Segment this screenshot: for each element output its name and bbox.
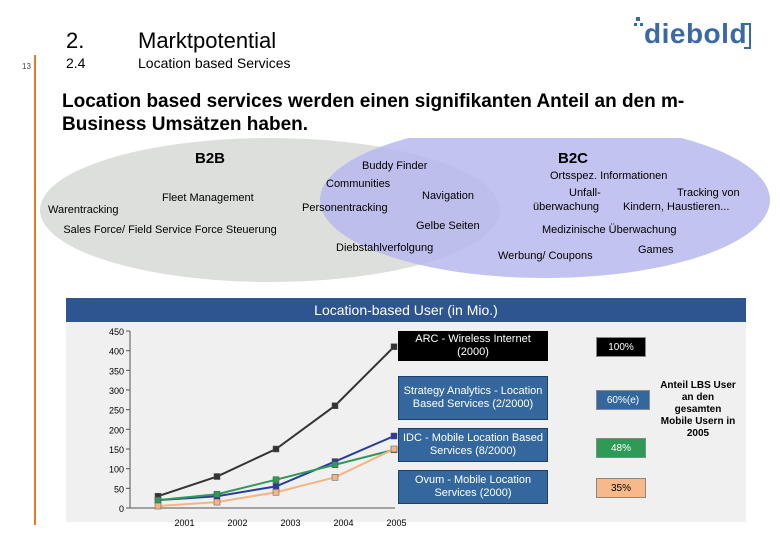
legend-label-strategy: Strategy Analytics - Location Based Serv… <box>398 376 548 420</box>
page-number: 13 <box>22 62 31 71</box>
y-tick-label: 0 <box>119 504 124 514</box>
data-point-idc <box>154 496 162 504</box>
chart-title: Location-based User (in Mio.) <box>66 298 746 322</box>
share-badge-ovum: 35% <box>596 478 646 498</box>
logo-icon <box>634 17 751 49</box>
b2c-label: B2C <box>558 150 589 167</box>
x-tick-label: 2003 <box>280 518 300 528</box>
venn-item: Diebstahlverfolgung <box>336 242 434 254</box>
data-point-arc <box>213 473 221 480</box>
y-tick-label: 200 <box>109 425 124 435</box>
legend-label-idc: IDC - Mobile Location Based Services (8/… <box>398 428 548 462</box>
data-point-ovum <box>390 445 398 453</box>
venn-item: Gelbe Seiten <box>416 220 480 232</box>
y-tick-label: 300 <box>109 386 124 396</box>
y-tick-label: 50 <box>114 484 124 494</box>
data-point-arc <box>272 445 280 453</box>
section-title: Marktpotential <box>138 28 277 53</box>
data-point-arc <box>390 343 398 350</box>
b2c-ellipse <box>320 138 770 278</box>
b2b-label: B2B <box>195 150 226 167</box>
share-badge-strategy: 60%(e) <box>596 390 650 410</box>
x-tick-label: 2004 <box>333 518 353 528</box>
venn-item: Medizinische Überwachung <box>542 224 677 236</box>
data-point-strategy <box>390 432 398 440</box>
venn-item: Buddy Finder <box>362 160 428 172</box>
venn-item: Tracking von <box>677 187 740 199</box>
data-point-ovum <box>331 474 339 481</box>
subsection-number: 2.4 <box>66 55 86 71</box>
subsection-title: Location based Services <box>138 55 291 71</box>
y-tick-label: 350 <box>109 366 124 376</box>
venn-item: Werbung/ Coupons <box>498 250 593 262</box>
venn-item: Warentracking <box>48 204 119 216</box>
data-point-ovum <box>154 502 162 510</box>
logo-text: diebold <box>644 18 748 49</box>
y-tick-label: 100 <box>109 465 124 475</box>
venn-item: Unfall- <box>569 187 601 199</box>
venn-item: Sales Force/ Field Service Force Steueru… <box>63 224 277 236</box>
data-point-idc <box>213 490 221 498</box>
y-tick-label: 450 <box>109 327 124 337</box>
data-point-ovum <box>213 498 221 506</box>
y-tick-label: 400 <box>109 347 124 357</box>
share-badge-arc: 100% <box>596 337 646 357</box>
venn-item: Navigation <box>422 190 474 202</box>
x-tick-label: 2002 <box>227 518 247 528</box>
data-point-idc <box>331 461 339 468</box>
legend-label-ovum: Ovum - Mobile Location Services (2000) <box>398 470 548 504</box>
venn-item: Communities <box>326 178 391 190</box>
x-tick-label: 2001 <box>174 518 194 528</box>
data-point-ovum <box>272 489 280 496</box>
data-point-strategy <box>272 483 280 490</box>
y-tick-label: 150 <box>109 445 124 455</box>
plot-area <box>130 331 395 508</box>
section-number: 2. <box>66 28 85 53</box>
venn-item: Games <box>638 244 674 256</box>
venn-item: Kindern, Haustieren... <box>623 201 730 213</box>
data-point-idc <box>272 476 280 483</box>
x-tick-label: 2005 <box>386 518 406 528</box>
share-badge-idc: 48% <box>596 438 646 458</box>
venn-item: überwachung <box>533 201 600 213</box>
accent-line <box>34 55 36 525</box>
venn-item: Fleet Management <box>162 192 254 204</box>
side-note: Anteil LBS User an den gesamten Mobile U… <box>660 380 736 439</box>
venn-diagram: B2B B2C Fleet Management Warentracking S… <box>40 138 770 298</box>
y-tick-label: 250 <box>109 406 124 416</box>
venn-item: Personentracking <box>302 202 388 214</box>
venn-item: Ortsspez. Informationen <box>550 170 668 182</box>
data-point-arc <box>331 402 339 409</box>
headline: Location based services werden einen sig… <box>62 91 685 135</box>
legend-label-arc: ARC - Wireless Internet (2000) <box>398 331 548 361</box>
